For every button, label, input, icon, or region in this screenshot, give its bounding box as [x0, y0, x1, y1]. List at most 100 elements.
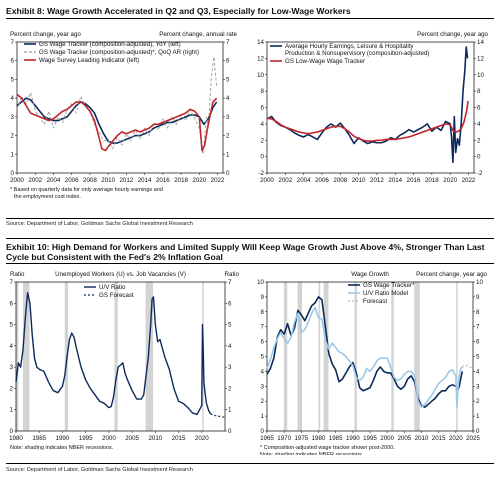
y-axis-title-right: Percent change, annual rate — [159, 31, 237, 38]
x-tick-label: 2004 — [47, 177, 61, 184]
y-tick-label-right: 6 — [476, 339, 480, 346]
x-tick-label: 2015 — [432, 435, 446, 442]
y-axis-title-right: Percent change, year ago — [417, 31, 488, 38]
x-tick-label: 1980 — [9, 435, 23, 442]
legend-label: Forecast — [363, 298, 387, 305]
y-tick-label-right: 9 — [476, 294, 480, 301]
legend-label: GS Wage Tracker (composition-adjusted)*,… — [39, 49, 199, 56]
y-tick-label-right: 7 — [226, 39, 230, 46]
y-tick-label-left: 8 — [261, 309, 265, 316]
y-tick-label-left: 7 — [261, 324, 265, 331]
y-tick-label-left: 2 — [261, 398, 265, 405]
footnote-line: * Based on quarterly data for only avera… — [10, 187, 163, 193]
y-tick-label-right: 3 — [476, 383, 480, 390]
y-tick-label-left: 7 — [11, 39, 15, 46]
y-tick-label-left: 4 — [261, 121, 265, 128]
series-line — [266, 46, 469, 164]
y-tick-label-right: 0 — [476, 428, 480, 435]
chart-footnote: * Based on quarterly data for only avera… — [10, 187, 163, 200]
plot-frame — [15, 281, 226, 432]
y-tick-label-right: 6 — [228, 300, 232, 307]
x-tick-label: 2002 — [278, 177, 292, 184]
y-tick-label-left: 2 — [10, 385, 14, 392]
x-tick-label: 2002 — [28, 177, 42, 184]
chart-footnote: * Composition-adjusted wage tracker show… — [260, 445, 395, 451]
y-tick-label-right: 2 — [228, 385, 232, 392]
y-tick-label-right: 6 — [226, 58, 230, 65]
y-tick-label-left: 5 — [10, 322, 14, 329]
exhibit8-bottom-rule — [6, 218, 494, 219]
x-tick-label: 1995 — [79, 435, 93, 442]
y-tick-label-left: 5 — [261, 354, 265, 361]
y-tick-label-right: 2 — [477, 137, 481, 144]
x-tick-label: 2014 — [138, 177, 152, 184]
recession-shade — [145, 282, 154, 431]
y-tick-label-right: 7 — [228, 279, 232, 286]
recession-shade — [114, 282, 118, 431]
x-tick-label: 2015 — [172, 435, 186, 442]
legend-label: U/V Ratio — [99, 284, 126, 291]
x-tick-label: 2022 — [211, 177, 225, 184]
legend-label: GS Forecast — [99, 292, 134, 299]
series-line — [15, 291, 212, 416]
y-tick-label-right: 6 — [477, 105, 481, 112]
chart-title: Wage Growth — [351, 271, 389, 278]
y-tick-label-left: 0 — [261, 154, 265, 161]
x-tick-label: 1990 — [56, 435, 70, 442]
y-tick-label-right: 0 — [226, 170, 230, 177]
x-tick-label: 2005 — [125, 435, 139, 442]
chart-low-wage: -2 0 2 4 6 8 10 12 14 -2 0 2 4 6 8 10 12 14 2000 2002 2004 20… — [257, 31, 488, 184]
exhibit10-divider — [6, 263, 494, 264]
x-tick-label: 2016 — [156, 177, 170, 184]
series-line — [266, 296, 464, 408]
y-tick-label-right: 2 — [226, 133, 230, 140]
x-tick-label: 1965 — [260, 435, 274, 442]
y-tick-label-right: 8 — [477, 88, 481, 95]
y-tick-label-left: 10 — [257, 72, 264, 79]
y-axis-title-right: Ratio — [225, 271, 240, 278]
y-tick-label-left: 1 — [261, 413, 265, 420]
x-tick-label: 1970 — [277, 435, 291, 442]
y-tick-label-left: 2 — [11, 133, 15, 140]
x-tick-label: 2000 — [260, 177, 274, 184]
y-tick-label-left: 1 — [10, 407, 14, 414]
series-line — [266, 100, 469, 142]
x-tick-label: 2010 — [352, 177, 366, 184]
y-tick-label-left: 5 — [11, 76, 15, 83]
y-tick-label-left: 6 — [11, 58, 15, 65]
exhibit10-source: Source: Department of Labor, Goldman Sac… — [6, 467, 193, 473]
recession-shade — [22, 282, 30, 431]
x-tick-label: 2008 — [333, 177, 347, 184]
chart-uv-ratio: 0 1 2 3 4 5 6 7 0 1 2 3 4 5 6 7 1980 1985 1990 1995 2000 2005… — [9, 271, 240, 451]
x-tick-label: 2000 — [10, 177, 24, 184]
x-tick-label: 2020 — [449, 435, 463, 442]
legend-label-line: Average Hourly Earnings, Leisure & Hospi… — [285, 43, 414, 50]
y-tick-label-right: 4 — [477, 121, 481, 128]
chart-title: Unemployed Workers (U) vs. Job Vacancies… — [55, 271, 186, 278]
x-tick-label: 2006 — [315, 177, 329, 184]
x-tick-label: 2000 — [380, 435, 394, 442]
chart-footnote: Note: shading indicates NBER recessions. — [10, 445, 114, 451]
x-tick-label: 2010 — [101, 177, 115, 184]
footnote-line: the employment cost index. — [14, 194, 81, 200]
y-tick-label-left: 12 — [257, 55, 264, 62]
legend-label: GS Low-Wage Wage Tracker — [285, 58, 365, 65]
x-tick-label: 2020 — [192, 177, 206, 184]
legend-label-line: Production & Nonsupervisory (composition… — [285, 50, 429, 57]
exhibit10-divider-top — [6, 238, 494, 239]
x-tick-label: 1990 — [346, 435, 360, 442]
recession-shade — [318, 282, 321, 431]
y-tick-label-left: 4 — [11, 95, 15, 102]
y-tick-label-right: -2 — [477, 170, 483, 177]
y-tick-label-right: 4 — [476, 368, 480, 375]
recession-shade — [283, 282, 288, 431]
y-axis-title-left: Percent change, year ago — [10, 31, 81, 38]
y-tick-label-left: 2 — [261, 137, 265, 144]
y-tick-label-left: 8 — [261, 88, 265, 95]
x-tick-label: 2020 — [195, 435, 209, 442]
x-tick-label: 2008 — [83, 177, 97, 184]
y-tick-label-right: 8 — [476, 309, 480, 316]
y-tick-label-right: 4 — [226, 95, 230, 102]
series-line — [461, 364, 474, 370]
x-tick-label: 2022 — [462, 177, 476, 184]
